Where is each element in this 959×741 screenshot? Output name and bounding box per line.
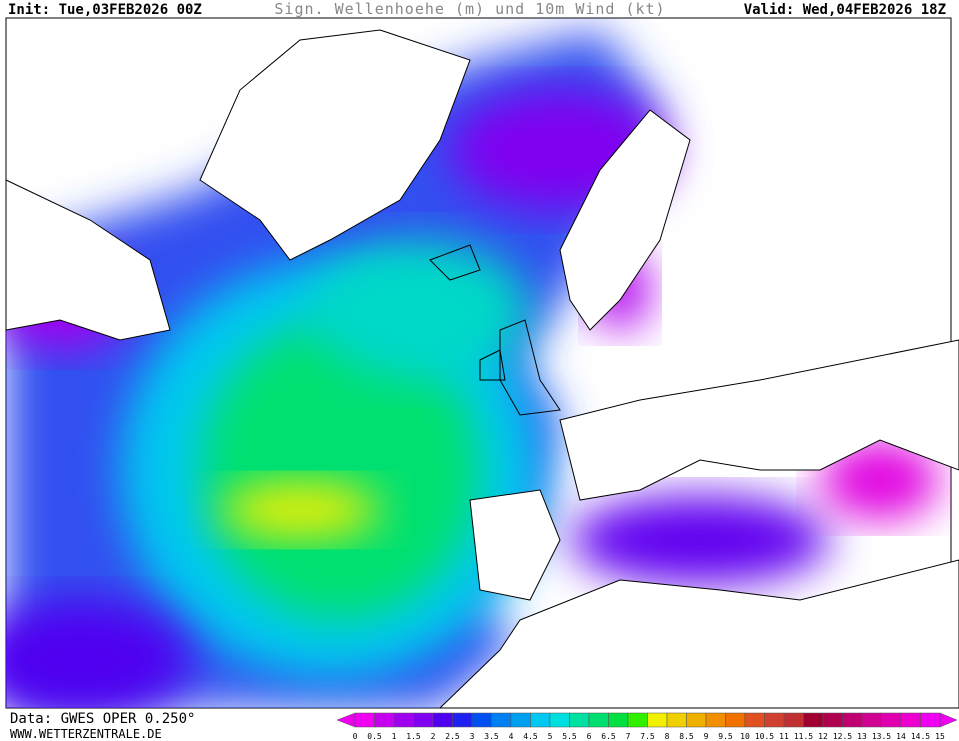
legend-label: 9 — [704, 732, 709, 741]
legend-swatch — [666, 712, 687, 728]
legend-swatch — [413, 712, 434, 728]
legend-label: 1 — [392, 732, 397, 741]
legend-label: 4.5 — [523, 732, 538, 741]
legend-swatch — [530, 712, 551, 728]
legend-label: 8 — [665, 732, 670, 741]
legend-swatch — [374, 712, 395, 728]
legend-label: 8.5 — [679, 732, 694, 741]
legend-label: 1.5 — [406, 732, 421, 741]
legend-label: 10 — [740, 732, 750, 741]
legend-swatch — [686, 712, 707, 728]
legend-swatch — [861, 712, 882, 728]
legend-swatch — [822, 712, 843, 728]
legend-label: 3.5 — [484, 732, 499, 741]
legend-label: 15 — [935, 732, 945, 741]
legend-swatch — [705, 712, 726, 728]
data-source: Data: GWES OPER 0.250° — [10, 711, 195, 727]
legend-swatch — [432, 712, 453, 728]
legend-label: 10.5 — [755, 732, 774, 741]
legend-label: 11 — [779, 732, 789, 741]
legend-swatch — [842, 712, 863, 728]
legend-swatch — [510, 712, 531, 728]
legend-label: 2.5 — [445, 732, 460, 741]
legend-label: 5 — [548, 732, 553, 741]
legend-label: 13 — [857, 732, 867, 741]
legend-label: 6.5 — [601, 732, 616, 741]
legend-swatch — [452, 712, 473, 728]
map-title: Sign. Wellenhoehe (m) und 10m Wind (kt) — [274, 0, 665, 18]
color-legend: 0 0.5 1 1.5 2 2.5 3 3.5 4 4.5 5 5.5 6 6.5 7 7.5 8 8.5 9 9.5… — [336, 712, 958, 741]
legend-swatch — [627, 712, 648, 728]
legend-label: 14.5 — [911, 732, 930, 741]
legend-swatch — [881, 712, 902, 728]
legend-swatch — [588, 712, 609, 728]
site-url: WWW.WETTERZENTRALE.DE — [10, 727, 162, 741]
legend-swatch — [569, 712, 590, 728]
valid-time: Valid: Wed,04FEB2026 18Z — [744, 2, 946, 18]
legend-under-arrow — [336, 712, 356, 728]
legend-swatch — [549, 712, 570, 728]
legend-swatch — [354, 712, 375, 728]
legend-swatch — [608, 712, 629, 728]
legend-label: 5.5 — [562, 732, 577, 741]
legend-over-arrow — [939, 712, 958, 728]
legend-label: 13.5 — [872, 732, 891, 741]
legend-swatch — [647, 712, 668, 728]
legend-swatch — [920, 712, 941, 728]
legend-label: 7 — [626, 732, 631, 741]
legend-label: 14 — [896, 732, 906, 741]
legend-label: 7.5 — [640, 732, 655, 741]
legend-swatch — [803, 712, 824, 728]
legend-label: 0.5 — [367, 732, 382, 741]
legend-swatch — [764, 712, 785, 728]
legend-swatch — [471, 712, 492, 728]
legend-swatch — [725, 712, 746, 728]
legend-label: 6 — [587, 732, 592, 741]
legend-label: 3 — [470, 732, 475, 741]
coastlines — [5, 29, 959, 709]
legend-label: 0 — [353, 732, 358, 741]
init-time: Init: Tue,03FEB2026 00Z — [8, 2, 202, 18]
legend-swatch — [783, 712, 804, 728]
legend-swatch — [393, 712, 414, 728]
legend-swatch — [900, 712, 921, 728]
legend-swatch — [744, 712, 765, 728]
legend-swatch — [491, 712, 512, 728]
legend-label: 9.5 — [718, 732, 733, 741]
legend-label: 12 — [818, 732, 828, 741]
legend-label: 12.5 — [833, 732, 852, 741]
legend-label: 4 — [509, 732, 514, 741]
legend-label: 2 — [431, 732, 436, 741]
legend-label: 11.5 — [794, 732, 813, 741]
